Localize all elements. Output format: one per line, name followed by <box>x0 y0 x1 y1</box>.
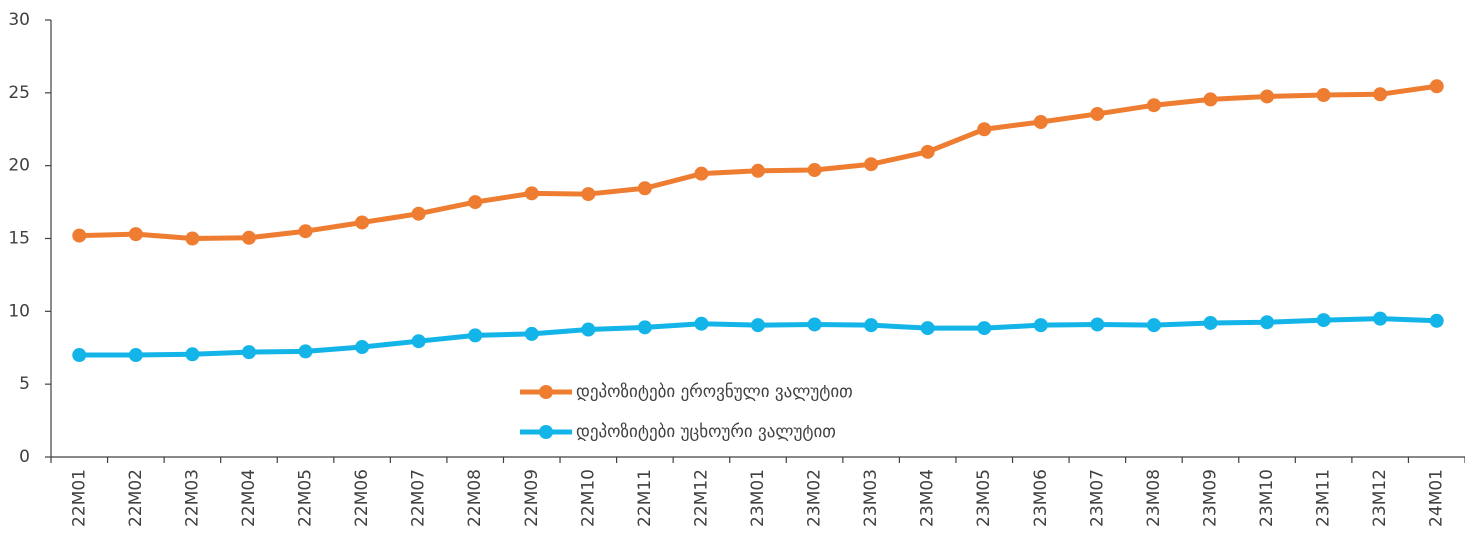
data-point <box>864 157 879 172</box>
y-tick-label: 5 <box>19 374 30 394</box>
y-tick-label: 10 <box>8 301 30 321</box>
legend-label: დეპოზიტები უცხოური ვალუტით <box>576 422 836 442</box>
data-point <box>1373 311 1388 326</box>
data-point <box>1316 88 1331 103</box>
data-point <box>128 348 143 363</box>
data-point <box>1033 318 1048 333</box>
data-point <box>1146 98 1161 113</box>
data-point <box>1260 89 1275 104</box>
legend-label: დეპოზიტები ეროვნული ვალუტით <box>576 382 853 402</box>
x-tick-label: 23M03 <box>861 469 881 527</box>
x-tick-label: 22M01 <box>69 469 89 527</box>
y-tick-label: 25 <box>8 83 30 103</box>
x-tick-label: 23M07 <box>1087 469 1107 527</box>
data-point <box>468 328 483 343</box>
data-point <box>637 181 652 196</box>
data-point <box>524 186 539 201</box>
data-point <box>920 144 935 159</box>
data-point <box>468 195 483 210</box>
data-point <box>128 227 143 242</box>
data-point <box>977 122 992 137</box>
data-point <box>977 321 992 336</box>
data-point <box>524 326 539 341</box>
legend-marker <box>539 425 553 439</box>
data-point <box>1429 313 1444 328</box>
x-tick-label: 22M02 <box>126 469 146 527</box>
y-tick-label: 15 <box>8 229 30 249</box>
x-tick-label: 23M11 <box>1314 469 1334 527</box>
x-tick-label: 23M02 <box>805 469 825 527</box>
x-tick-label: 22M11 <box>635 469 655 527</box>
data-point <box>1203 92 1218 107</box>
x-tick-label: 23M05 <box>974 469 994 527</box>
y-tick-label: 30 <box>8 10 30 30</box>
data-point <box>241 345 256 360</box>
data-point <box>1146 318 1161 333</box>
x-tick-label: 22M08 <box>465 469 485 527</box>
x-tick-label: 23M12 <box>1370 469 1390 527</box>
data-point <box>581 187 596 202</box>
data-point <box>185 231 200 246</box>
data-point <box>1429 79 1444 94</box>
x-tick-label: 22M03 <box>182 469 202 527</box>
data-point <box>355 340 370 355</box>
x-tick-label: 22M12 <box>691 469 711 527</box>
data-point <box>1373 87 1388 102</box>
x-tick-label: 23M08 <box>1144 469 1164 527</box>
y-tick-label: 20 <box>8 156 30 176</box>
data-point <box>1203 315 1218 330</box>
data-point <box>1316 313 1331 328</box>
x-tick-label: 22M07 <box>409 469 429 527</box>
data-point <box>807 317 822 332</box>
legend-marker <box>539 385 553 399</box>
data-point <box>1090 106 1105 121</box>
data-point <box>751 318 765 333</box>
data-point <box>72 348 87 363</box>
data-point <box>694 166 709 181</box>
data-point <box>581 322 596 337</box>
data-point <box>751 163 765 178</box>
x-tick-label: 23M06 <box>1031 469 1051 527</box>
data-point <box>298 224 313 239</box>
x-tick-label: 22M06 <box>352 469 372 527</box>
x-tick-label: 24M01 <box>1427 469 1447 527</box>
data-point <box>241 230 256 245</box>
data-point <box>1033 114 1048 129</box>
x-tick-label: 23M01 <box>748 469 768 527</box>
x-tick-label: 23M10 <box>1257 469 1277 527</box>
data-point <box>694 316 709 331</box>
data-point <box>637 320 652 335</box>
series-line <box>79 83 1438 241</box>
data-point <box>864 318 879 333</box>
data-point <box>1260 315 1275 330</box>
data-point <box>411 206 426 221</box>
x-tick-label: 22M10 <box>578 469 598 527</box>
x-tick-label: 22M04 <box>239 469 259 527</box>
data-point <box>920 321 935 336</box>
data-point <box>411 334 426 349</box>
data-point <box>72 228 87 243</box>
y-tick-label: 0 <box>19 447 30 467</box>
data-point <box>185 347 200 362</box>
x-tick-label: 23M04 <box>918 469 938 527</box>
data-point <box>355 215 370 230</box>
x-tick-label: 22M05 <box>296 469 316 527</box>
data-point <box>807 163 822 178</box>
data-point <box>1090 317 1105 332</box>
x-tick-label: 23M09 <box>1200 469 1220 527</box>
x-tick-label: 22M09 <box>522 469 542 527</box>
data-point <box>298 344 313 359</box>
